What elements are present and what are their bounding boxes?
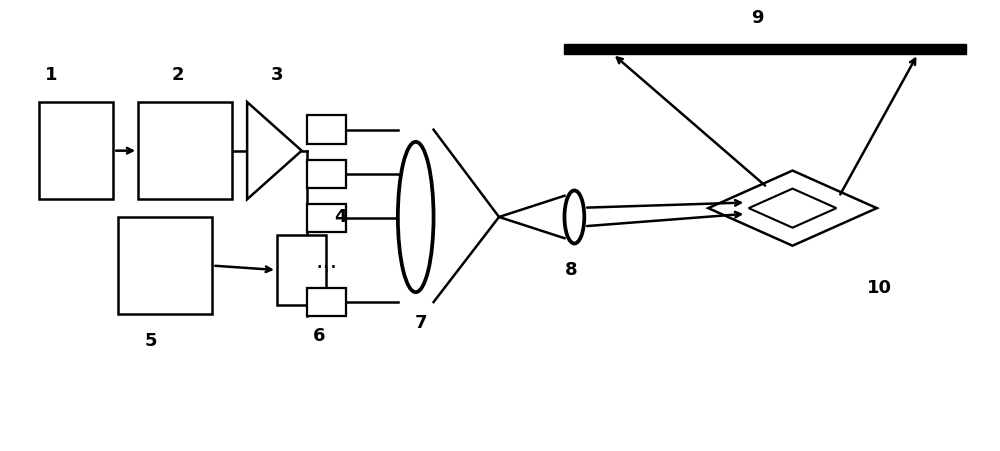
Polygon shape [247, 102, 302, 199]
Text: 4: 4 [334, 208, 347, 226]
Text: 10: 10 [867, 279, 892, 297]
Text: 6: 6 [313, 327, 326, 345]
Text: 1: 1 [45, 66, 57, 84]
Bar [307, 288, 346, 317]
Bar [307, 160, 346, 188]
Text: 5: 5 [145, 332, 157, 350]
Text: 2: 2 [171, 66, 184, 84]
Polygon shape [708, 170, 877, 246]
Bar [39, 102, 113, 199]
Text: 8: 8 [565, 261, 578, 279]
Bar [307, 115, 346, 144]
Bar [277, 235, 326, 305]
Bar [564, 44, 966, 54]
Text: 7: 7 [414, 314, 427, 332]
Text: 9: 9 [752, 9, 764, 27]
Bar [138, 102, 232, 199]
Ellipse shape [564, 190, 584, 244]
Ellipse shape [398, 142, 434, 292]
Bar [307, 204, 346, 232]
Text: 3: 3 [271, 66, 283, 84]
Polygon shape [749, 189, 836, 228]
Text: ···: ··· [315, 256, 338, 280]
Bar [118, 217, 212, 314]
